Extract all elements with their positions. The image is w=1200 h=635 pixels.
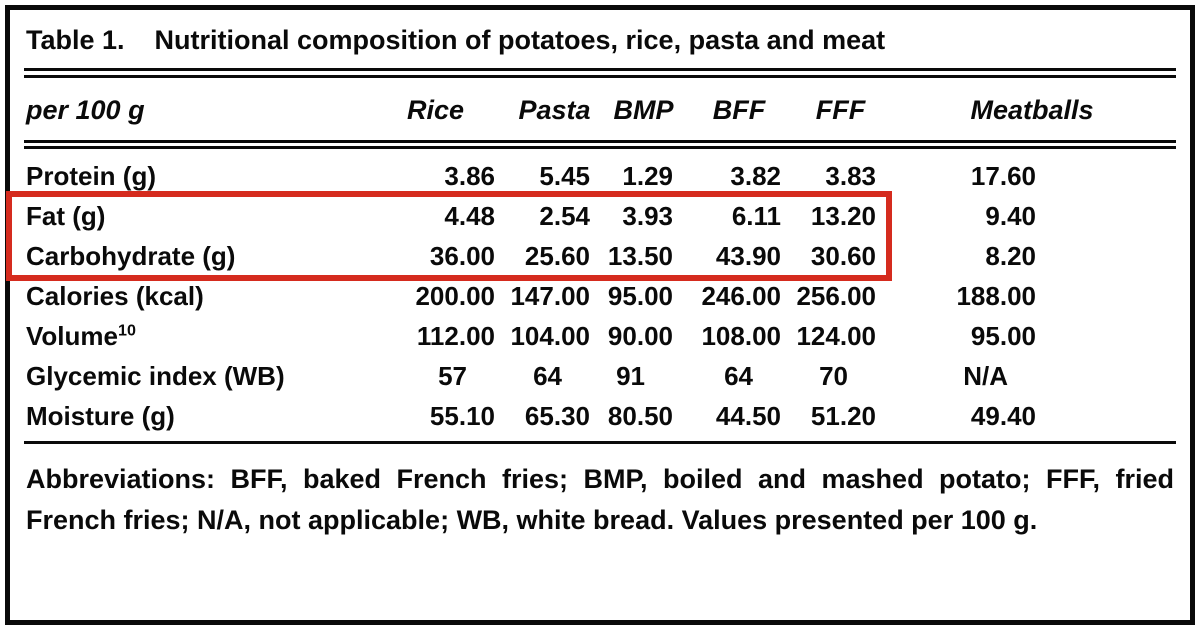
row-label: Fat (g) (26, 201, 106, 231)
table-cell: 3.83 (825, 161, 876, 191)
nutrition-table: per 100 g Rice Pasta BMP BFF FFF Meatbal… (24, 78, 1176, 444)
table-cell: 64 (724, 361, 753, 391)
table-cell: 6.11 (731, 201, 781, 231)
table-title: Table 1. Nutritional composition of potat… (24, 10, 1176, 68)
column-header: Meatballs (888, 78, 1176, 149)
double-rule (24, 68, 1176, 78)
row-label: Calories (kcal) (26, 281, 204, 311)
table-cell: 51.20 (810, 401, 876, 431)
table-cell: 65.30 (524, 401, 590, 431)
table-cell: 3.93 (622, 201, 673, 231)
table-cell: 256.00 (796, 281, 876, 311)
table-cell: 3.82 (730, 161, 781, 191)
table-row: Fat (g) 4.48 2.54 3.93 6.11 13.20 9.40 (24, 196, 1176, 236)
row-label: Protein (g) (26, 161, 156, 191)
table-row: Volume10 112.00 104.00 90.00 108.00 124.… (24, 316, 1176, 356)
column-header: Rice (364, 78, 507, 149)
column-header: BFF (685, 78, 793, 149)
table-cell: 8.20 (985, 241, 1036, 271)
table-cell: 104.00 (510, 321, 590, 351)
table-cell: 13.20 (810, 201, 876, 231)
table-cell: 57 (438, 361, 467, 391)
table-cell: 246.00 (701, 281, 781, 311)
table-cell: 55.10 (429, 401, 495, 431)
table-cell: 147.00 (510, 281, 590, 311)
table-row: Protein (g) 3.86 5.45 1.29 3.82 3.83 17.… (24, 145, 1176, 197)
table-cell: 108.00 (701, 321, 781, 351)
column-header: Pasta (507, 78, 602, 149)
table-row: Calories (kcal) 200.00 147.00 95.00 246.… (24, 276, 1176, 316)
table-cell: 13.50 (607, 241, 673, 271)
table-cell: 30.60 (810, 241, 876, 271)
table-cell: 188.00 (956, 281, 1036, 311)
table-cell: 2.54 (539, 201, 590, 231)
table-cell: 90.00 (607, 321, 673, 351)
table-cell: 91 (616, 361, 645, 391)
title-label: Table 1. (26, 25, 125, 55)
table-cell: 95.00 (970, 321, 1036, 351)
table-cell: 112.00 (416, 321, 495, 351)
table-row: Moisture (g) 55.10 65.30 80.50 44.50 51.… (24, 396, 1176, 443)
table-cell: 25.60 (524, 241, 590, 271)
column-header: per 100 g (24, 78, 364, 149)
table-cell: 70 (819, 361, 848, 391)
figure-table: Table 1. Nutritional composition of potat… (5, 5, 1195, 625)
table-row: Glycemic index (WB) 57 64 91 64 70 N/A (24, 356, 1176, 396)
table-cell: 200.00 (415, 281, 495, 311)
table-wrap: per 100 g Rice Pasta BMP BFF FFF Meatbal… (6, 78, 1176, 444)
header-row: per 100 g Rice Pasta BMP BFF FFF Meatbal… (24, 78, 1176, 149)
footnote: Abbreviations: BFF, baked French fries; … (26, 464, 1174, 535)
row-label: Glycemic index (WB) (26, 361, 285, 391)
title-caption: Nutritional composition of potatoes, ric… (154, 25, 886, 55)
table-cell: 124.00 (796, 321, 876, 351)
table-row: Carbohydrate (g) 36.00 25.60 13.50 43.90… (24, 236, 1176, 276)
table-cell: 5.45 (539, 161, 590, 191)
table-cell: 36.00 (429, 241, 495, 271)
footnote-marker: 10 (117, 321, 136, 340)
table-cell: 9.40 (985, 201, 1036, 231)
table-cell: 1.29 (622, 161, 673, 191)
table-cell: 43.90 (715, 241, 781, 271)
table-cell: 95.00 (607, 281, 673, 311)
row-label: Moisture (g) (26, 401, 175, 431)
table-cell: 17.60 (970, 161, 1036, 191)
table-cell: 49.40 (970, 401, 1036, 431)
table-cell: 80.50 (607, 401, 673, 431)
table-cell: 64 (533, 361, 562, 391)
table-cell: 3.86 (444, 161, 495, 191)
table-cell: 44.50 (715, 401, 781, 431)
row-label: Carbohydrate (g) (26, 241, 236, 271)
table-cell: N/A (963, 361, 1008, 391)
row-label: Volume10 (26, 321, 136, 351)
column-header: FFF (793, 78, 888, 149)
column-header: BMP (602, 78, 685, 149)
table-cell: 4.48 (444, 201, 495, 231)
